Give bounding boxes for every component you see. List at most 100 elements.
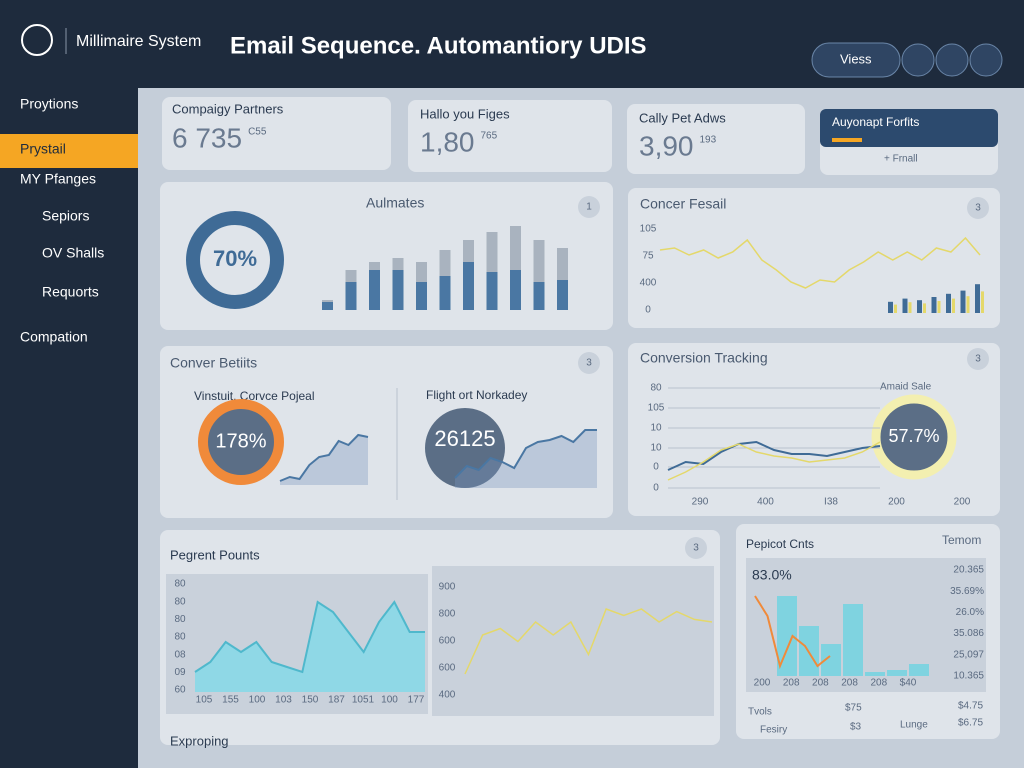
x-tick-label: 150 <box>302 695 319 706</box>
legend-item: Lunge <box>900 720 928 731</box>
y-tick-label: 800 <box>439 609 456 620</box>
bar <box>946 293 951 313</box>
x-tick-label: 208 <box>812 678 829 689</box>
icon-button[interactable] <box>969 43 1003 77</box>
y-tick-label: 600 <box>439 636 456 647</box>
bar <box>887 670 907 676</box>
x-tick-label: $40 <box>900 678 917 689</box>
label: Vinstuit, Corvce Pojeal <box>194 389 315 403</box>
donut-value: 26125 <box>434 426 495 451</box>
badge-text: 3 <box>693 543 699 554</box>
legend-item: Tvols <box>748 707 772 718</box>
y-tick-label: 08 <box>174 649 186 660</box>
donut-value: 178% <box>215 430 266 452</box>
icon-button[interactable] <box>935 43 969 77</box>
label: Amaid Sale <box>880 382 932 393</box>
legend-item: $3 <box>850 722 862 733</box>
search-text[interactable]: Viess <box>840 51 872 66</box>
nav-item[interactable]: Proytions <box>20 96 78 112</box>
search-box[interactable] <box>811 42 901 78</box>
bar <box>923 303 926 313</box>
nav-item[interactable]: Requorts <box>42 284 99 300</box>
card <box>160 346 613 518</box>
badge <box>578 196 600 218</box>
nav-item[interactable]: Sepiors <box>42 208 89 224</box>
nav-item[interactable]: Compation <box>20 329 88 345</box>
y-tick-label: 0 <box>645 305 651 316</box>
x-tick-label: 1051 <box>352 695 375 706</box>
x-tick-label: 200 <box>888 497 905 508</box>
stat-unit: 193 <box>700 135 717 146</box>
badge-text: 1 <box>586 202 592 213</box>
menu[interactable]: Temom <box>942 533 981 547</box>
forfits-header <box>820 109 998 147</box>
donut <box>198 399 284 485</box>
bar <box>369 270 380 310</box>
y-tick-label: 75 <box>642 251 654 262</box>
bar <box>888 301 893 313</box>
bar <box>416 282 427 310</box>
donut-value: 70% <box>213 246 257 271</box>
x-tick-label: 208 <box>870 678 887 689</box>
y-tick-label: 900 <box>439 582 456 593</box>
bar <box>486 272 498 310</box>
badge <box>685 537 707 559</box>
label: Flight ort Norkadey <box>426 388 527 402</box>
stat-label: Cally Pet Adws <box>639 110 726 125</box>
badge <box>578 352 600 374</box>
legend-item: $6.75 <box>958 718 983 729</box>
y-tick-label: 80 <box>174 579 186 590</box>
nav-item[interactable]: Prystail <box>20 141 66 157</box>
area <box>195 602 425 692</box>
line <box>194 600 425 674</box>
card <box>160 182 613 330</box>
y-tick-label: 0 <box>653 483 659 494</box>
legend-item: Fesiry <box>760 725 787 736</box>
bar <box>843 604 863 676</box>
card-title: Pepicot Cnts <box>746 537 814 551</box>
donut-value: 57.7% <box>888 426 939 446</box>
nav-item[interactable]: OV Shalls <box>42 245 104 261</box>
bar <box>981 291 984 313</box>
value-label: 35.086 <box>953 628 984 639</box>
active-nav <box>0 134 138 168</box>
area <box>455 430 597 488</box>
bar <box>557 280 568 310</box>
line <box>279 433 369 482</box>
y-tick-label: 60 <box>174 685 186 696</box>
stat-unit: 765 <box>481 131 498 142</box>
bar <box>392 270 404 310</box>
donut <box>186 211 284 309</box>
bar <box>966 296 970 313</box>
value-label: 20.365 <box>953 565 984 576</box>
legend-item: $75 <box>845 703 862 714</box>
nav-item[interactable]: MY Pfanges <box>20 171 96 187</box>
x-tick-label: 208 <box>783 678 800 689</box>
card-title: Pegrent Pounts <box>170 547 260 562</box>
bar <box>439 276 451 310</box>
stat-unit: C55 <box>248 127 267 138</box>
bar <box>777 596 797 676</box>
stat-card <box>408 100 612 172</box>
y-tick-label: 400 <box>439 690 456 701</box>
badge <box>967 197 989 219</box>
y-tick-label: 0 <box>653 462 659 473</box>
icon-button[interactable] <box>901 43 935 77</box>
donut <box>871 394 957 480</box>
y-tick-label: 80 <box>174 632 186 643</box>
y-tick-label: 600 <box>439 663 456 674</box>
plot-area <box>432 566 714 716</box>
bar <box>533 240 545 310</box>
sidebar <box>0 88 138 768</box>
badge-text: 3 <box>975 354 981 365</box>
card-title: Conver Betiits <box>170 355 257 371</box>
bar <box>821 644 841 676</box>
page-title: Email Sequence. Automantiory UDIS <box>230 32 647 59</box>
x-tick-label: 400 <box>757 497 774 508</box>
area <box>280 435 368 485</box>
stat-label: Compaigy Partners <box>172 101 284 116</box>
bar <box>322 302 333 310</box>
x-tick-label: 105 <box>196 695 213 706</box>
value-label: 26.0% <box>956 607 984 618</box>
